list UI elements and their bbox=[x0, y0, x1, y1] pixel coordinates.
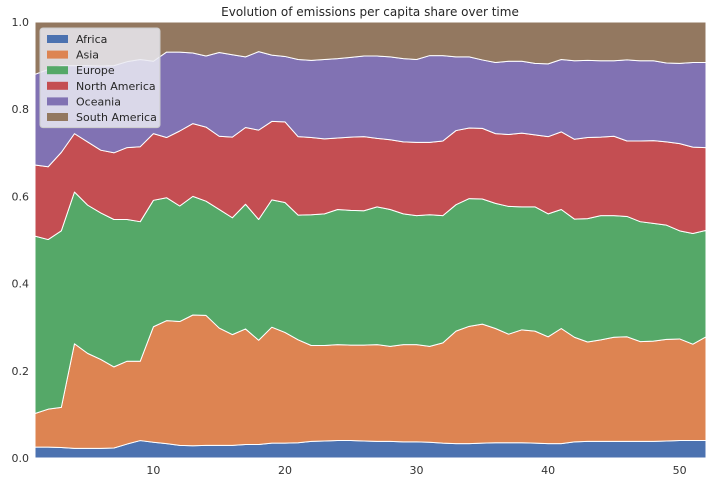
chart-title: Evolution of emissions per capita share … bbox=[221, 5, 519, 19]
y-tick-label: 0.6 bbox=[12, 190, 30, 203]
area-africa bbox=[34, 440, 707, 459]
tick-labels: 10 20 30 40 50 0.0 0.2 0.4 0.6 0.8 1.0 bbox=[12, 16, 687, 477]
legend-swatch-africa bbox=[47, 35, 68, 43]
legend-label-north-america: North America bbox=[76, 80, 156, 93]
legend-label-asia: Asia bbox=[76, 49, 99, 62]
y-tick-label: 1.0 bbox=[12, 16, 30, 29]
x-tick-label: 40 bbox=[541, 464, 555, 477]
legend-swatch-north-america bbox=[47, 81, 68, 90]
legend-label-oceania: Oceania bbox=[76, 95, 121, 108]
x-tick-label: 50 bbox=[673, 464, 687, 477]
legend-label-africa: Africa bbox=[76, 33, 107, 46]
legend-swatch-europe bbox=[47, 66, 68, 75]
legend-swatch-south-america bbox=[47, 113, 68, 121]
legend-label-south-america: South America bbox=[76, 111, 157, 124]
y-tick-label: 0.2 bbox=[12, 365, 30, 378]
legend-swatch-oceania bbox=[47, 97, 68, 106]
legend-swatch-asia bbox=[47, 50, 68, 59]
x-tick-label: 10 bbox=[146, 464, 160, 477]
legend-label-europe: Europe bbox=[76, 64, 115, 77]
y-tick-label: 0.0 bbox=[12, 452, 30, 465]
y-tick-label: 0.4 bbox=[12, 278, 30, 291]
legend: Africa Asia Europe North America Oceania Sout… bbox=[39, 27, 161, 129]
legend-box bbox=[39, 27, 161, 129]
area-south-america bbox=[34, 21, 707, 75]
x-tick-label: 30 bbox=[410, 464, 424, 477]
x-tick-label: 20 bbox=[278, 464, 292, 477]
y-tick-label: 0.8 bbox=[12, 103, 30, 116]
area-series-layer bbox=[34, 21, 707, 459]
